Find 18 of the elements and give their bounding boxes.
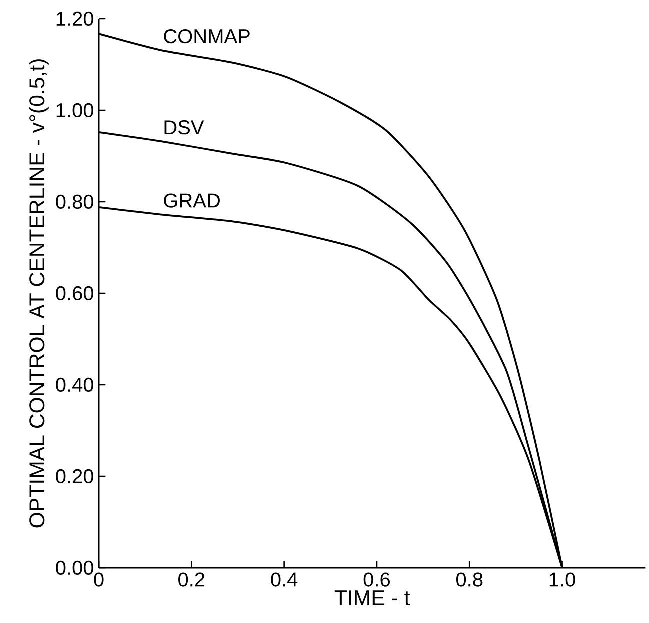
x-tick-label: 0.2 bbox=[178, 572, 205, 587]
y-tick-label: 0.20 bbox=[56, 469, 94, 484]
y-tick-label: 1.20 bbox=[56, 12, 94, 26]
series-label: DSV bbox=[164, 120, 204, 135]
x-tick-label: 0 bbox=[94, 572, 104, 587]
y-tick-label: 0.00 bbox=[56, 560, 94, 576]
x-tick-label: 0.4 bbox=[271, 572, 298, 587]
x-tick-label: 0.6 bbox=[364, 572, 390, 587]
y-tick-label: 0.40 bbox=[56, 378, 94, 392]
y-axis-title: OPTIMAL CONTROL AT CENTERLINE - v°(0.5,t) bbox=[29, 60, 49, 528]
y-tick-label: 0.60 bbox=[56, 286, 94, 301]
x-tick-label: 0.8 bbox=[456, 572, 483, 587]
series-label: GRAD bbox=[164, 194, 220, 208]
series-label: CONMAP bbox=[164, 29, 250, 44]
y-tick-label: 1.00 bbox=[56, 103, 94, 118]
y-tick-label: 0.80 bbox=[56, 194, 94, 210]
x-tick-label: 1.0 bbox=[550, 572, 576, 587]
x-axis-title: TIME - t bbox=[334, 590, 410, 606]
